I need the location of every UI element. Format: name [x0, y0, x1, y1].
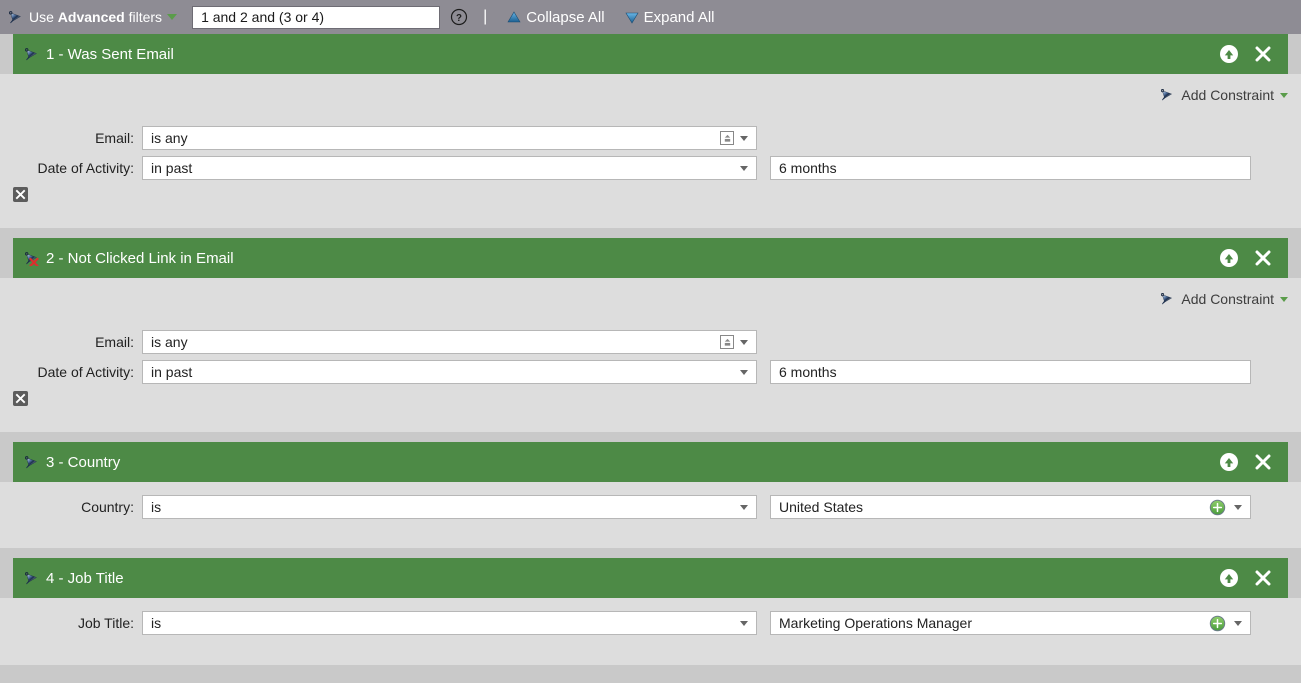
svg-text:?: ? [456, 13, 462, 24]
